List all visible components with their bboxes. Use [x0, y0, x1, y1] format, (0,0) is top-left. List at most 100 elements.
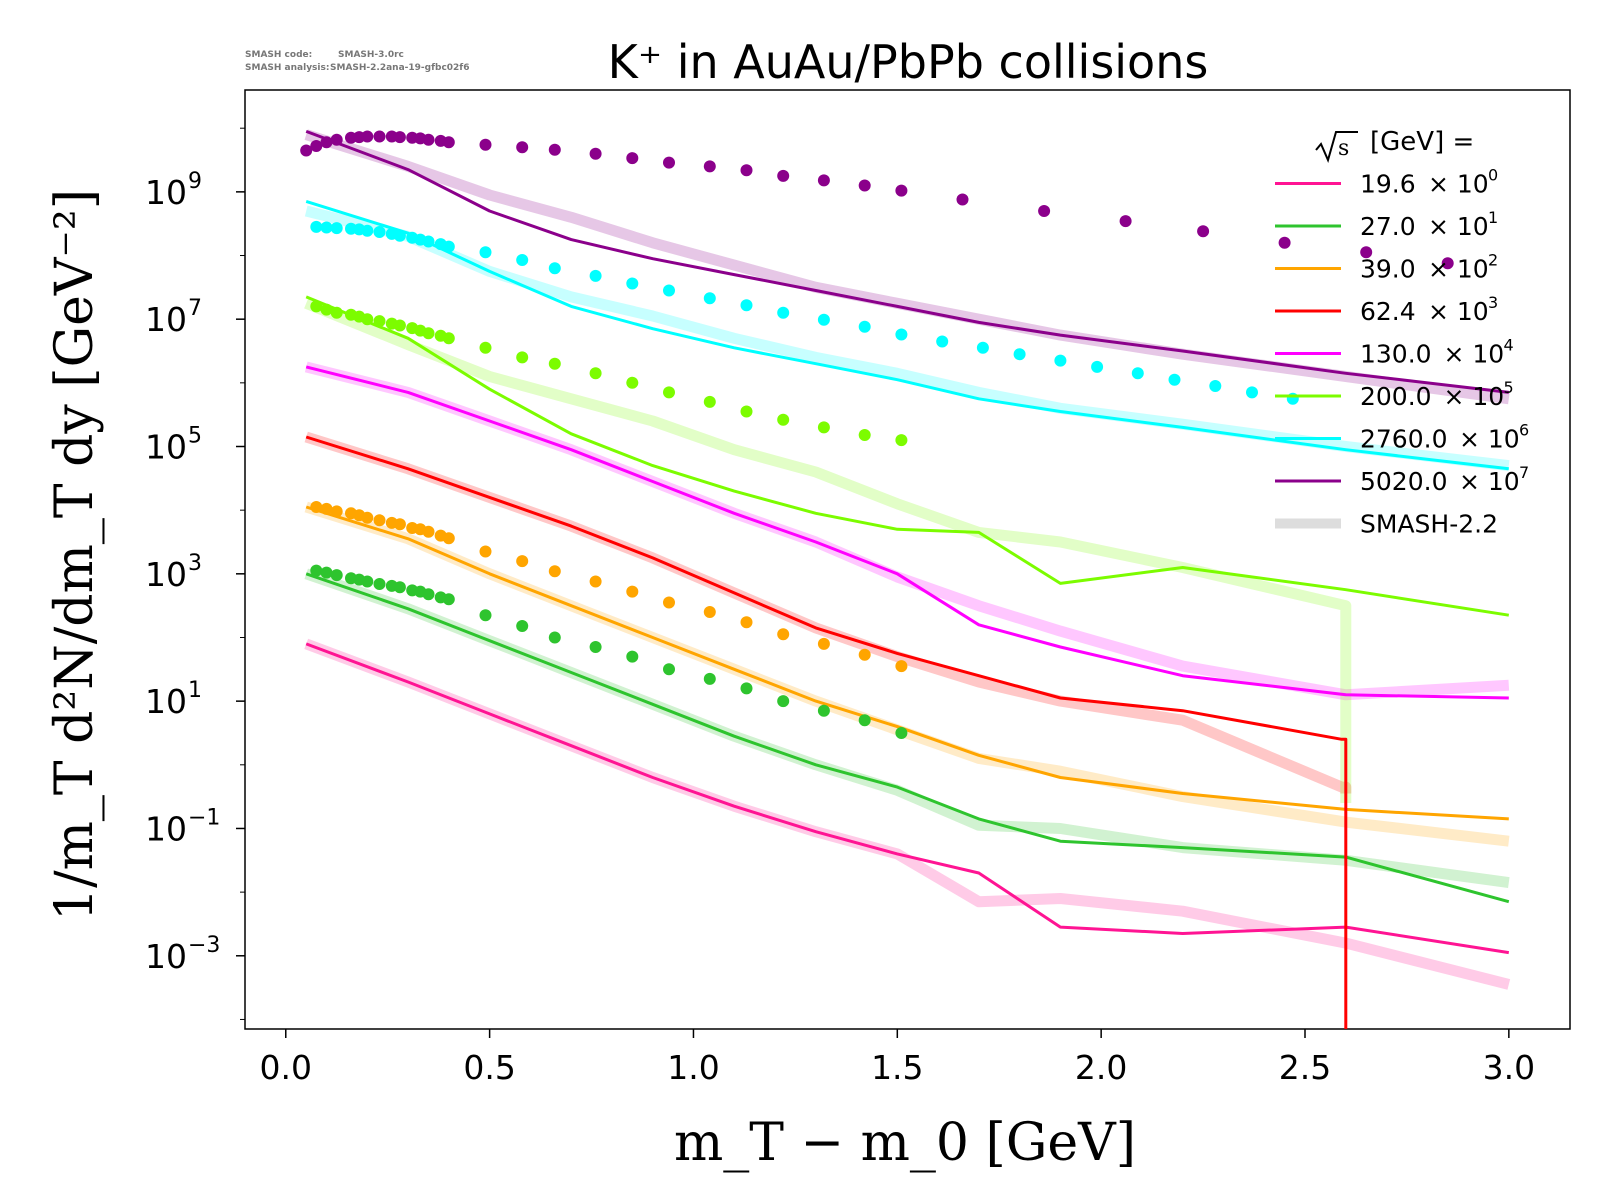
data-point-5020-0	[1278, 236, 1291, 249]
legend-label: 19.6	[1360, 170, 1416, 199]
data-points	[300, 130, 1454, 739]
legend-factor-exponent: 1	[1488, 208, 1498, 227]
legend-label: 39.0	[1360, 255, 1416, 284]
legend-factor: × 10	[1459, 467, 1520, 496]
data-point-39-0	[516, 555, 529, 568]
legend-factor: × 10	[1428, 212, 1489, 241]
data-point-5020-0	[663, 156, 675, 169]
data-point-5020-0	[777, 169, 790, 182]
data-point-200-0	[548, 357, 561, 370]
data-point-2760-0	[330, 222, 343, 235]
legend-factor: × 10	[1459, 425, 1520, 454]
data-point-5020-0	[300, 144, 313, 157]
x-axis-label: m_T − m_0 [GeV]	[674, 1113, 1136, 1173]
data-point-39-0	[422, 525, 435, 538]
data-point-27-0	[589, 641, 602, 653]
legend-factor: × 10	[1444, 382, 1505, 411]
y-tick-label: 10	[145, 937, 187, 976]
data-point-27-0	[479, 609, 492, 622]
data-point-39-0	[777, 628, 790, 641]
data-point-5020-0	[310, 140, 323, 152]
data-point-5020-0	[320, 136, 333, 149]
data-point-27-0	[442, 593, 455, 606]
y-tick-exponent: 3	[188, 551, 202, 576]
data-point-39-0	[393, 518, 406, 531]
data-point-200-0	[626, 376, 639, 389]
data-point-39-0	[626, 585, 639, 598]
data-point-27-0	[817, 704, 830, 717]
legend-label: 200.0	[1360, 382, 1432, 411]
series-line-130-0	[305, 365, 1509, 700]
data-point-39-0	[361, 511, 374, 524]
legend-factor: × 10	[1428, 297, 1489, 326]
y-tick-exponent: 5	[188, 424, 202, 449]
data-point-27-0	[548, 631, 561, 644]
data-point-5020-0	[479, 138, 492, 151]
legend-label: 27.0	[1360, 212, 1416, 241]
data-point-2760-0	[548, 262, 561, 275]
data-point-5020-0	[361, 130, 374, 143]
data-point-27-0	[663, 663, 675, 676]
data-point-200-0	[817, 421, 830, 434]
x-tick-label: 2.0	[1075, 1048, 1127, 1087]
data-point-200-0	[361, 313, 374, 326]
data-point-2760-0	[936, 335, 949, 348]
plot-area-frame	[244, 89, 1571, 1030]
x-tick-label: 2.5	[1279, 1048, 1331, 1087]
data-point-5020-0	[956, 193, 969, 206]
legend-factor-exponent: 4	[1504, 336, 1514, 355]
data-point-2760-0	[777, 306, 790, 319]
data-point-2760-0	[663, 284, 675, 297]
legend-factor-exponent: 5	[1504, 378, 1514, 397]
watermark-line2-label: SMASH analysis:	[245, 63, 329, 73]
smash-band-62-4	[304, 431, 1352, 794]
data-point-200-0	[330, 306, 343, 319]
x-tick-label: 1.5	[871, 1048, 923, 1087]
series-line-39-0	[305, 505, 1509, 821]
data-point-39-0	[663, 596, 675, 609]
legend: s [GeV] =19.6 × 10 027.0 × 10 139.0 × 10 262.4 ×…	[1275, 127, 1529, 539]
data-point-39-0	[320, 502, 333, 515]
watermark-line1-label: SMASH code:	[245, 50, 312, 60]
data-point-27-0	[320, 566, 333, 579]
legend-factor-exponent: 0	[1488, 166, 1498, 185]
legend-label: 130.0	[1360, 340, 1432, 369]
data-point-200-0	[858, 429, 871, 441]
legend-factor: × 10	[1428, 255, 1489, 284]
data-point-27-0	[777, 695, 790, 708]
data-point-5020-0	[1360, 246, 1373, 259]
data-point-2760-0	[373, 226, 386, 238]
data-point-200-0	[393, 319, 406, 332]
data-point-200-0	[740, 405, 753, 418]
data-point-39-0	[589, 575, 602, 588]
legend-label: 5020.0	[1360, 467, 1447, 496]
data-point-39-0	[373, 514, 386, 527]
data-point-5020-0	[516, 141, 529, 154]
data-point-5020-0	[1197, 225, 1210, 238]
data-point-27-0	[740, 682, 753, 695]
series-line-62-4	[305, 435, 1348, 1029]
data-point-200-0	[442, 332, 455, 345]
data-point-27-0	[858, 714, 871, 727]
data-point-2760-0	[479, 246, 492, 259]
data-point-200-0	[777, 413, 790, 426]
data-point-5020-0	[373, 130, 386, 143]
y-tick-exponent: 1	[188, 678, 202, 703]
data-point-39-0	[548, 565, 561, 578]
data-point-2760-0	[626, 277, 639, 290]
data-point-5020-0	[589, 147, 602, 160]
data-point-2760-0	[442, 240, 455, 253]
y-tick-exponent: 9	[188, 169, 202, 194]
data-point-200-0	[422, 327, 435, 340]
data-point-2760-0	[1131, 367, 1144, 380]
data-point-39-0	[442, 532, 455, 545]
data-point-2760-0	[1054, 354, 1067, 367]
smash-band-5020-0	[304, 129, 1510, 405]
y-tick-label: 10	[145, 428, 187, 467]
y-tick-label: 10	[145, 555, 187, 594]
x-tick-label: 1.0	[667, 1048, 719, 1087]
legend-factor: × 10	[1444, 340, 1505, 369]
data-point-2760-0	[516, 254, 529, 266]
y-axis-label: 1/m_T d²N/dm_T dy [GeV⁻²]	[45, 189, 105, 921]
watermark-line1-value: SMASH-3.0rc	[338, 50, 404, 60]
